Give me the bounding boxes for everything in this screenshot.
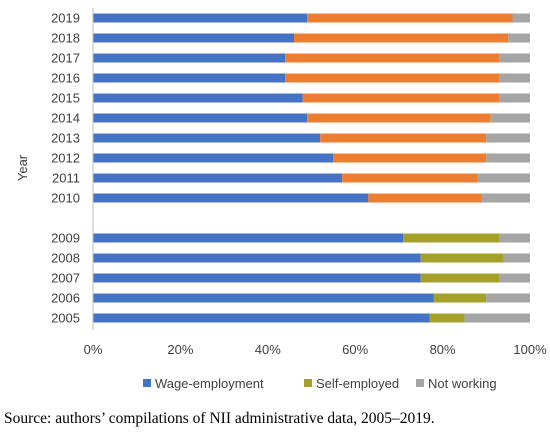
- bar-self-2008: [420, 253, 504, 263]
- year-label-2008: 2008: [51, 251, 80, 266]
- bar-not-working-2009: [499, 233, 530, 243]
- bar-self-2010: [368, 193, 482, 203]
- bar-wage-2007: [93, 273, 421, 283]
- legend-swatch-not-working: [416, 379, 424, 387]
- bar-wage-2015: [93, 93, 303, 103]
- bar-wage-2010: [93, 193, 369, 203]
- bar-self-2019: [307, 13, 513, 23]
- year-label-2015: 2015: [51, 91, 80, 106]
- bar-wage-2013: [93, 133, 321, 143]
- year-label-2006: 2006: [51, 291, 80, 306]
- bar-not-working-2011: [477, 173, 530, 183]
- bar-not-working-2007: [499, 273, 530, 283]
- x-tick-labels: 0% 20% 40% 60% 80% 100%: [84, 342, 547, 357]
- bar-self-2007: [420, 273, 500, 283]
- stacked-bar-chart: 2019 2018 2017 2016 2015 2014 2013 2012 2011 2010…: [15, 8, 547, 391]
- bar-self-2006: [433, 293, 487, 303]
- y-axis-title: Year: [15, 154, 30, 181]
- year-label-2019: 2019: [51, 11, 80, 26]
- year-label-2011: 2011: [52, 171, 80, 186]
- bar-wage-2017: [93, 53, 286, 63]
- bar-wage-2019: [93, 13, 308, 23]
- year-label-2010: 2010: [51, 191, 80, 206]
- bar-not-working-2015: [499, 93, 530, 103]
- year-labels: 2019 2018 2017 2016 2015 2014 2013 2012 2011 2010…: [51, 11, 80, 326]
- bar-wage-2008: [93, 253, 421, 263]
- bars-layer: [93, 13, 530, 323]
- bar-not-working-2010: [481, 193, 530, 203]
- legend-label-not-working: Not working: [428, 376, 497, 391]
- bar-not-working-2019: [512, 13, 530, 23]
- bar-self-2012: [333, 153, 487, 163]
- x-tick-label-0: 0%: [84, 342, 103, 357]
- bar-not-working-2013: [486, 133, 530, 143]
- bar-wage-2018: [93, 33, 295, 43]
- bar-wage-2009: [93, 233, 404, 243]
- legend-swatch-wage: [143, 379, 151, 387]
- bar-self-2009: [403, 233, 500, 243]
- bar-not-working-2008: [503, 253, 530, 263]
- bar-wage-2014: [93, 113, 308, 123]
- bar-self-2005: [429, 313, 465, 323]
- bar-not-working-2017: [499, 53, 530, 63]
- bar-not-working-2012: [486, 153, 530, 163]
- bar-not-working-2005: [464, 313, 530, 323]
- bar-not-working-2016: [499, 73, 530, 83]
- bar-self-2018: [294, 33, 509, 43]
- bar-wage-2011: [93, 173, 343, 183]
- bar-self-2011: [342, 173, 478, 183]
- x-tick-label-4: 80%: [430, 342, 456, 357]
- bar-not-working-2014: [490, 113, 530, 123]
- bar-self-2014: [307, 113, 491, 123]
- bar-wage-2012: [93, 153, 334, 163]
- year-label-2012: 2012: [51, 151, 80, 166]
- bar-wage-2006: [93, 293, 434, 303]
- year-label-2013: 2013: [51, 131, 80, 146]
- bar-self-2015: [302, 93, 500, 103]
- bar-self-2017: [285, 53, 500, 63]
- source-caption: Source: authors’ compilations of NII adm…: [4, 410, 435, 427]
- year-label-2009: 2009: [51, 231, 80, 246]
- year-label-2018: 2018: [51, 31, 80, 46]
- legend-label-wage: Wage-employment: [155, 376, 264, 391]
- legend: Wage-employment Self-employed Not working: [143, 376, 497, 391]
- x-tick-label-1: 20%: [167, 342, 193, 357]
- legend-label-self-employed: Self-employed: [316, 376, 399, 391]
- bar-not-working-2006: [486, 293, 530, 303]
- bar-wage-2016: [93, 73, 286, 83]
- year-label-2005: 2005: [51, 311, 80, 326]
- legend-swatch-self-employed: [304, 379, 312, 387]
- year-label-2007: 2007: [51, 271, 80, 286]
- year-label-2014: 2014: [51, 111, 80, 126]
- bar-not-working-2018: [508, 33, 530, 43]
- bar-self-2016: [285, 73, 500, 83]
- x-tick-label-3: 60%: [342, 342, 368, 357]
- bar-self-2013: [320, 133, 487, 143]
- year-label-2017: 2017: [51, 51, 80, 66]
- bar-wage-2005: [93, 313, 430, 323]
- year-label-2016: 2016: [51, 71, 80, 86]
- x-tick-label-5: 100%: [513, 342, 547, 357]
- x-tick-label-2: 40%: [255, 342, 281, 357]
